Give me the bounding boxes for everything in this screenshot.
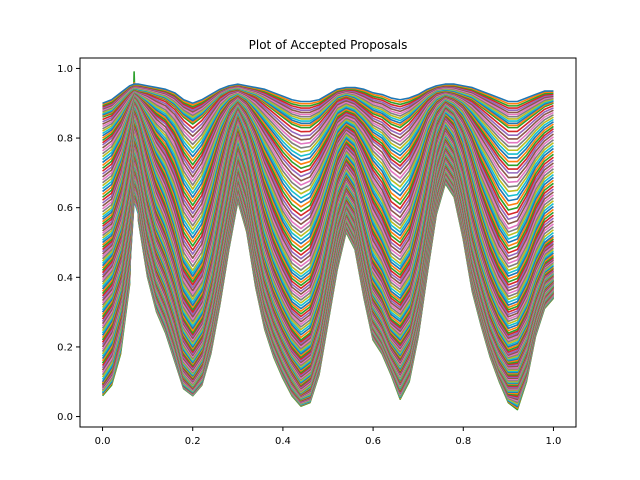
x-tick-label: 0.0 <box>95 436 111 447</box>
series-line <box>102 85 554 114</box>
series-line <box>102 95 554 226</box>
series-line <box>102 89 554 137</box>
series-line <box>102 92 554 191</box>
series-line <box>102 84 554 108</box>
series-line <box>102 90 554 157</box>
series-line <box>102 94 554 212</box>
series-line <box>102 88 554 129</box>
x-axis: 0.0 0.2 0.4 0.6 0.8 1.0 <box>95 427 562 447</box>
y-tick-label: 1.0 <box>57 64 73 75</box>
series-line <box>102 96 554 234</box>
series-line <box>102 90 554 153</box>
series-line <box>102 94 554 208</box>
series-line <box>102 84 554 110</box>
series-line <box>102 91 554 165</box>
x-tick-label: 0.6 <box>365 436 381 447</box>
series-line <box>102 87 554 125</box>
series-line <box>102 89 554 145</box>
series-line <box>102 88 554 133</box>
series-line <box>102 92 554 182</box>
series-line <box>102 88 554 127</box>
series-line <box>102 85 554 116</box>
series-line <box>102 89 554 141</box>
y-tick-label: 0.0 <box>57 412 73 423</box>
y-tick-label: 0.8 <box>57 134 73 145</box>
series-line <box>102 83 554 106</box>
series-line <box>102 95 554 230</box>
series-line <box>102 93 554 195</box>
series-line <box>102 90 554 161</box>
x-tick-label: 0.4 <box>275 436 291 447</box>
series-line <box>102 94 554 221</box>
y-axis: 0.0 0.2 0.4 0.6 0.8 1.0 <box>57 64 80 423</box>
series-line <box>102 86 554 120</box>
series-line <box>102 87 554 122</box>
series-line <box>102 92 554 178</box>
series-group <box>101 71 555 411</box>
y-tick-label: 0.6 <box>57 203 73 214</box>
series-line <box>102 93 554 199</box>
series-line <box>102 83 554 105</box>
x-tick-label: 1.0 <box>546 436 562 447</box>
x-tick-label: 0.8 <box>455 436 471 447</box>
series-line <box>102 91 554 170</box>
plot-frame <box>79 57 577 428</box>
series-line <box>102 94 554 217</box>
chart-title: Plot of Accepted Proposals <box>249 38 408 52</box>
series-line <box>102 91 554 174</box>
x-tick-label: 0.2 <box>185 436 201 447</box>
y-tick-label: 0.4 <box>57 273 73 284</box>
series-line <box>102 93 554 204</box>
series-line <box>102 85 554 112</box>
series-line <box>102 86 554 118</box>
y-tick-label: 0.2 <box>57 342 73 353</box>
series-line <box>102 89 554 149</box>
series-line <box>102 92 554 186</box>
